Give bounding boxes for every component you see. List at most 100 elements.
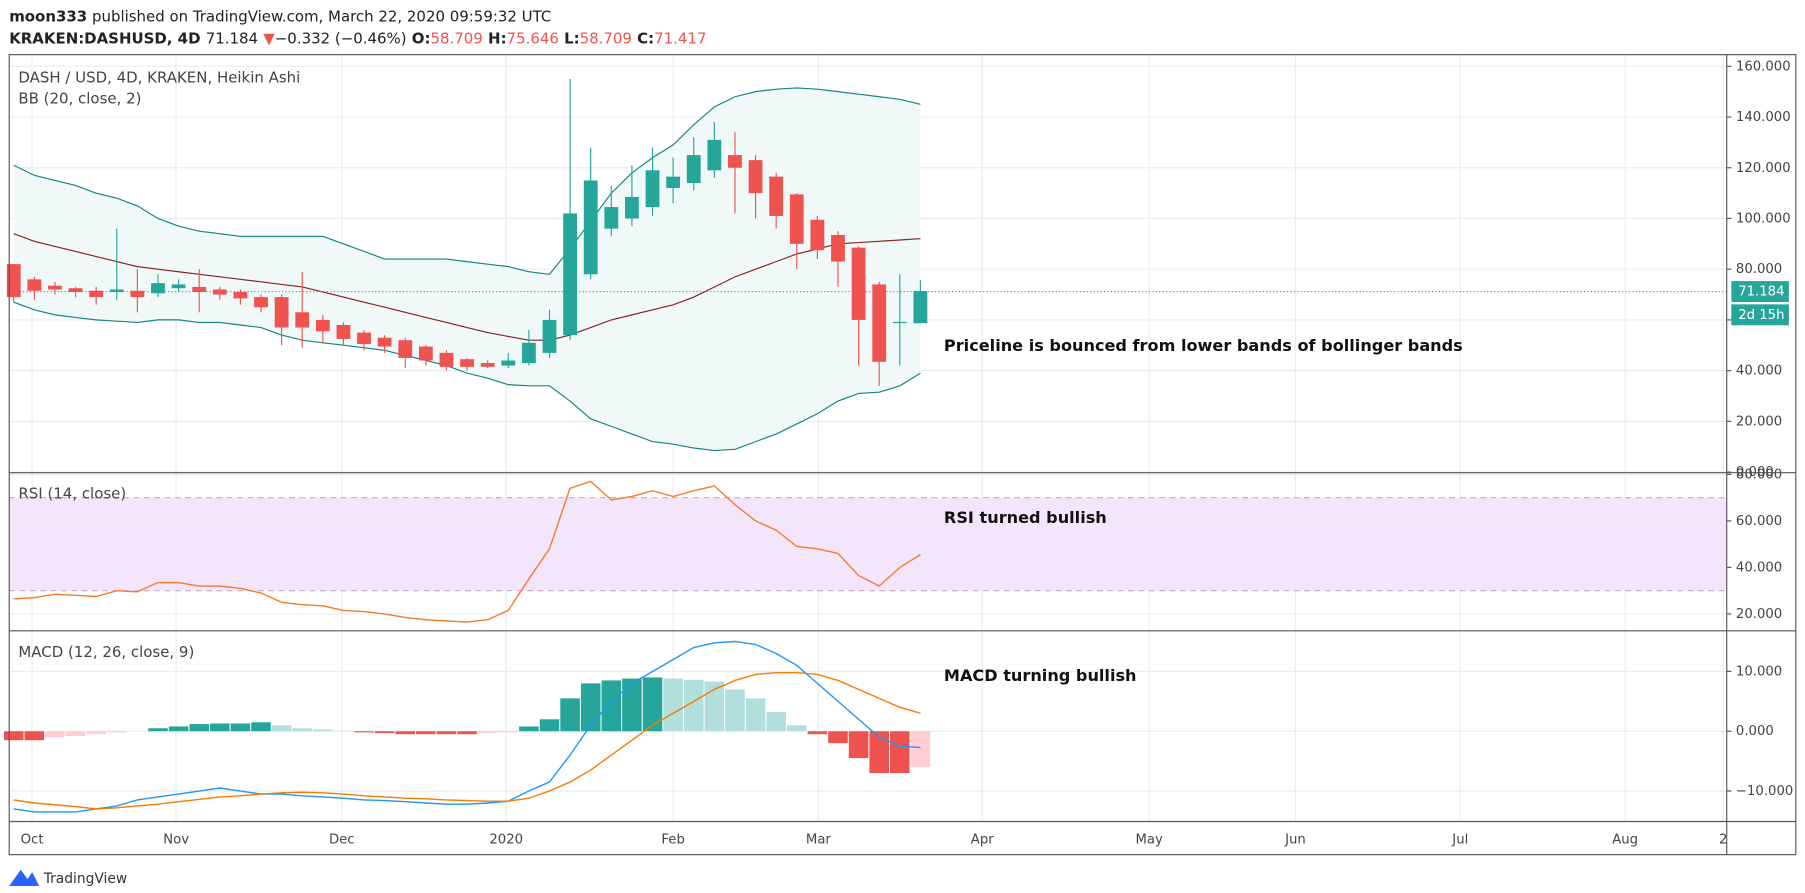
- rsi-band-fill: [9, 497, 1727, 591]
- histogram-bar: [704, 681, 725, 732]
- annotation: Priceline is bounced from lower bands of…: [944, 336, 1463, 355]
- histogram-bar: [333, 730, 354, 732]
- histogram-bar: [539, 719, 560, 732]
- x-tick-label: Apr: [971, 832, 994, 847]
- candle-body: [68, 288, 83, 293]
- y-tick-label: 60.000: [1736, 514, 1782, 529]
- y-tick-label: −10.000: [1736, 784, 1793, 799]
- open: 58.709: [431, 29, 483, 47]
- high-label: H:: [488, 29, 507, 47]
- candle-body: [357, 332, 371, 345]
- histogram-bar: [786, 725, 807, 732]
- y-tick-label: 160.000: [1736, 59, 1791, 74]
- candle-body: [233, 292, 248, 299]
- candle-body: [336, 324, 351, 339]
- histogram-bar: [498, 731, 519, 733]
- y-tick-label: 100.000: [1736, 211, 1791, 226]
- signal-line: [13, 671, 921, 810]
- pane-title: MACD (12, 26, close, 9): [18, 643, 194, 661]
- x-tick-label: May: [1135, 832, 1162, 847]
- candle-body: [315, 319, 330, 332]
- candle-body: [460, 359, 474, 367]
- histogram-bar: [477, 731, 498, 734]
- histogram-bar: [848, 731, 869, 759]
- histogram-bar: [24, 731, 45, 741]
- candle-body: [130, 290, 145, 298]
- histogram-bar: [642, 677, 663, 732]
- pane-title: RSI (14, close): [18, 485, 126, 503]
- arrow: ▼: [263, 29, 275, 47]
- histogram-bar: [457, 731, 477, 735]
- histogram-bar: [65, 731, 86, 737]
- candle-body: [480, 363, 495, 367]
- candle-body: [604, 207, 619, 229]
- histogram-bar: [745, 698, 766, 732]
- symbol: KRAKEN:DASHUSD, 4D: [9, 29, 200, 47]
- candle-body: [439, 352, 454, 367]
- candle-body: [810, 219, 825, 251]
- chart-area: Oct Nov Dec 2020 Feb Mar Apr May Jun Jul Aug 20.000…: [3, 54, 1793, 848]
- candle-body: [872, 284, 887, 362]
- histogram-bar: [416, 731, 436, 735]
- price-tag: [1731, 281, 1789, 303]
- histogram-bar: [766, 712, 786, 732]
- frame: [8, 54, 1797, 856]
- histogram-bar: [828, 731, 848, 744]
- candle-body: [686, 155, 701, 183]
- histogram-bar: [168, 726, 189, 732]
- pane-subtitle: BB (20, close, 2): [18, 89, 141, 107]
- histogram-bar: [251, 722, 271, 732]
- candle-body: [892, 321, 907, 324]
- y-tick-label: 40.000: [1736, 364, 1782, 379]
- histogram-bar: [230, 723, 251, 732]
- histogram-bar: [683, 679, 704, 732]
- lower-band: [13, 301, 921, 452]
- candle-body: [295, 312, 310, 328]
- candle-body: [831, 234, 845, 262]
- candle-body: [521, 342, 536, 364]
- band-fill: [13, 87, 921, 451]
- candle-body: [542, 319, 557, 353]
- histogram-bar: [869, 731, 889, 774]
- histogram-bar: [374, 731, 395, 734]
- macd-line: [13, 640, 921, 813]
- candle-body: [666, 176, 681, 189]
- high: 75.646: [507, 29, 559, 47]
- y-tick-label: 20.000: [1736, 607, 1782, 622]
- x-tick-label: Jul: [1451, 832, 1468, 847]
- published: published on TradingView.com, March 22, …: [92, 7, 551, 25]
- candle-body: [254, 297, 268, 308]
- candle-body: [563, 213, 578, 336]
- histogram-bar: [45, 731, 65, 738]
- candle-body: [89, 290, 104, 298]
- publish-line: moon333 published on TradingView.com, Ma…: [9, 7, 551, 25]
- candle-body: [212, 289, 227, 295]
- histogram-bar: [725, 689, 745, 732]
- low: 58.709: [580, 29, 632, 47]
- x-tick-label: Oct: [21, 832, 44, 847]
- histogram-bar: [519, 726, 539, 732]
- price-tag-label: 71.184: [1738, 285, 1784, 300]
- y-tick-label: 80.000: [1736, 262, 1782, 277]
- y-tick-label: 140.000: [1736, 110, 1791, 125]
- x-tick-label: Jun: [1284, 832, 1306, 847]
- candle-body: [913, 290, 928, 324]
- rsi-line: [13, 480, 921, 623]
- histogram-bar: [189, 724, 209, 732]
- upper-band: [13, 87, 921, 275]
- y-tick-label: 40.000: [1736, 560, 1782, 575]
- candle-body: [501, 360, 516, 366]
- candle-body: [418, 346, 433, 361]
- candle-body: [377, 337, 392, 347]
- histogram-bar: [580, 683, 601, 732]
- histogram-bar: [3, 731, 24, 741]
- candle-body: [171, 284, 186, 289]
- candle-body: [192, 286, 207, 293]
- tv-logo: [9, 869, 40, 887]
- last: 71.184: [206, 29, 258, 47]
- histogram-bar: [807, 731, 828, 735]
- footer-brand: TradingView: [43, 871, 127, 887]
- middle-band: [13, 233, 921, 341]
- y-tick-label: 20.000: [1736, 414, 1782, 429]
